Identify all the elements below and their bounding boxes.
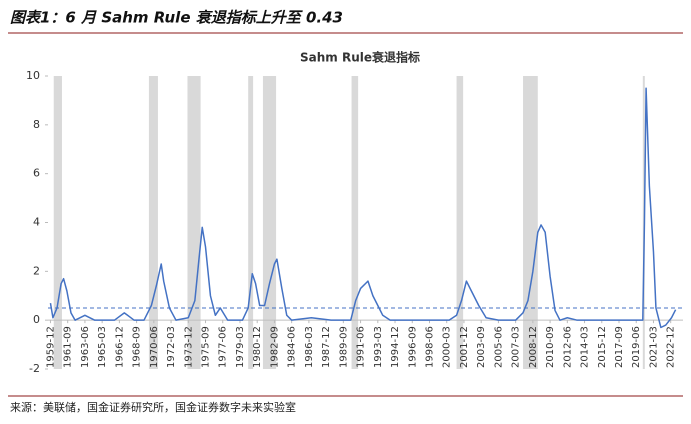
x-tick-label: 1987-12 [321, 326, 332, 368]
x-tick-label: 1959-12 [45, 326, 56, 368]
x-tick-label: 1986-03 [304, 326, 315, 368]
x-tick-label: 1961-09 [63, 326, 74, 368]
x-tick-label: 1991-06 [356, 326, 367, 368]
x-tick-label: 1982-09 [269, 326, 280, 368]
x-tick-label: 1965-03 [97, 326, 108, 368]
x-tick-label: 2021-03 [648, 326, 659, 368]
sahm-line [49, 87, 677, 329]
page-title: 图表1：6 月 Sahm Rule 衰退指标上升至 0.43 [10, 9, 343, 27]
x-tick-label: 2003-09 [476, 326, 487, 368]
x-tick-label: 1966-12 [114, 326, 125, 368]
x-tick-label: 2019-06 [631, 326, 642, 368]
y-tick-label: -2 [29, 362, 40, 375]
x-tick-label: 1984-06 [287, 326, 298, 368]
recession-band [351, 76, 359, 369]
x-tick-label: 2008-12 [528, 326, 539, 368]
x-tick-label: 1980-12 [252, 326, 263, 368]
y-tick-label: 6 [33, 167, 40, 180]
x-tick-label: 1963-06 [80, 326, 91, 368]
x-tick-label: 1970-06 [149, 326, 160, 368]
recession-band [456, 76, 464, 369]
recession-band [148, 76, 158, 369]
recession-band [262, 76, 277, 369]
x-tick-label: 2001-12 [459, 326, 470, 368]
y-tick-label: 8 [33, 118, 40, 131]
x-tick-label: 1993-03 [373, 326, 384, 368]
x-tick-label: 1975-09 [201, 326, 212, 368]
x-tick-label: 1979-03 [235, 326, 246, 368]
x-tick-label: 1977-06 [218, 326, 229, 368]
x-tick-label: 2017-09 [614, 326, 625, 368]
y-tick-label: 0 [33, 313, 40, 326]
x-tick-label: 1994-12 [390, 326, 401, 368]
x-tick-label: 1996-09 [407, 326, 418, 368]
source-note: 来源：美联储，国金证券研究所，国金证券数字未来实验室 [10, 400, 296, 414]
x-tick-label: 1973-12 [183, 326, 194, 368]
x-tick-label: 1998-06 [424, 326, 435, 368]
recession-band [53, 76, 62, 369]
x-tick-label: 2022-12 [666, 326, 677, 368]
y-tick-label: 4 [33, 216, 40, 229]
x-tick-label: 2012-06 [562, 326, 573, 368]
x-tick-label: 2015-12 [597, 326, 608, 368]
x-tick-label: 1968-09 [132, 326, 143, 368]
chart-title: Sahm Rule衰退指标 [300, 50, 420, 65]
recession-band [187, 76, 201, 369]
y-tick-label: 2 [33, 264, 40, 277]
recession-band [523, 76, 538, 369]
x-tick-label: 2007-03 [511, 326, 522, 368]
x-tick-label: 2014-03 [580, 326, 591, 368]
x-tick-label: 1972-03 [166, 326, 177, 368]
x-tick-label: 2010-09 [545, 326, 556, 368]
recession-band [248, 76, 254, 369]
x-tick-label: 2000-03 [442, 326, 453, 368]
x-tick-label: 2005-06 [493, 326, 504, 368]
x-tick-label: 1989-09 [338, 326, 349, 368]
y-tick-label: 10 [26, 69, 40, 82]
